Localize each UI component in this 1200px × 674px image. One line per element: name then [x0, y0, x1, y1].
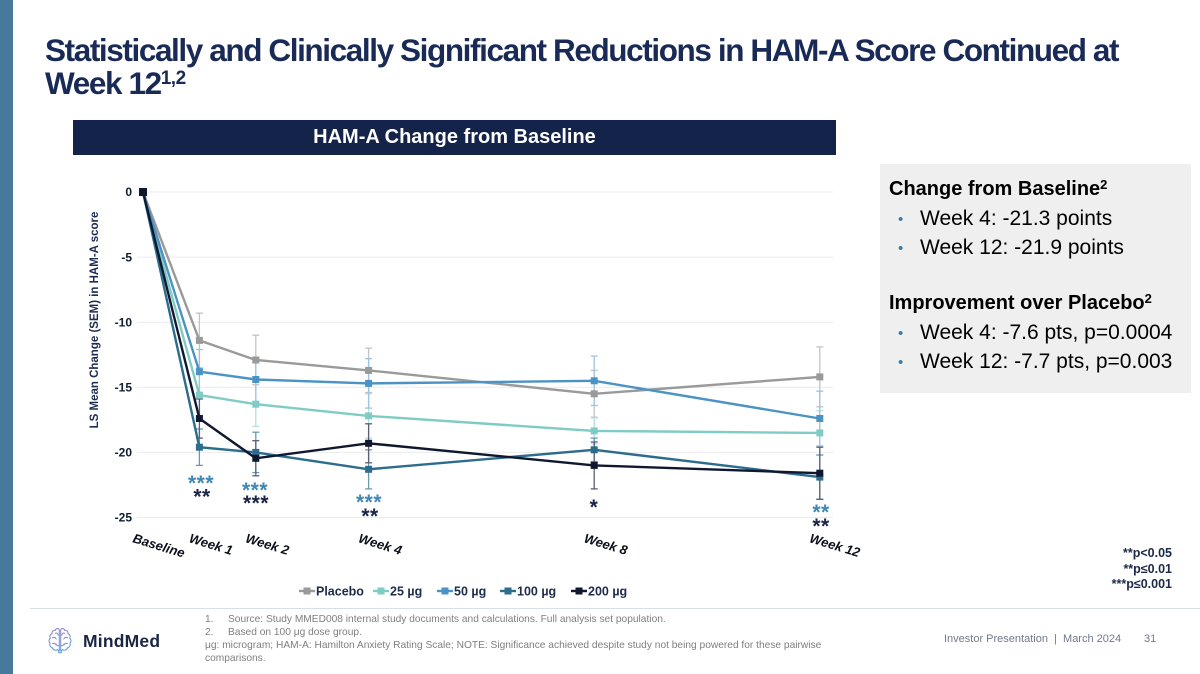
svg-text:Week 8: Week 8 — [582, 531, 630, 559]
svg-text:-25: -25 — [115, 511, 133, 525]
svg-text:25 µg: 25 µg — [390, 585, 422, 599]
svg-text:Baseline: Baseline — [131, 531, 187, 561]
svg-text:100 µg: 100 µg — [517, 585, 556, 599]
svg-text:50 µg: 50 µg — [454, 585, 486, 599]
svg-text:**: ** — [193, 486, 211, 509]
svg-text:-5: -5 — [121, 250, 132, 264]
svg-text:*: * — [590, 496, 599, 519]
svg-text:***: *** — [243, 492, 269, 515]
svg-text:Week 4: Week 4 — [357, 531, 405, 559]
svg-text:0: 0 — [125, 185, 132, 199]
svg-text:-20: -20 — [115, 446, 133, 460]
svg-text:***: *** — [188, 472, 214, 495]
svg-text:Week 2: Week 2 — [244, 531, 292, 559]
svg-text:-10: -10 — [115, 315, 133, 329]
svg-text:-15: -15 — [115, 381, 133, 395]
svg-text:**: ** — [361, 505, 379, 528]
svg-text:**: ** — [812, 501, 830, 524]
svg-text:LS Mean Change (SEM) in HAM-A: LS Mean Change (SEM) in HAM-A score — [89, 212, 101, 429]
svg-text:**: ** — [812, 515, 830, 538]
svg-text:***: *** — [242, 479, 268, 502]
svg-text:Week 1: Week 1 — [188, 531, 235, 558]
svg-text:***: *** — [356, 491, 382, 514]
svg-text:200 µg: 200 µg — [588, 585, 627, 599]
svg-text:Placebo: Placebo — [316, 585, 364, 599]
